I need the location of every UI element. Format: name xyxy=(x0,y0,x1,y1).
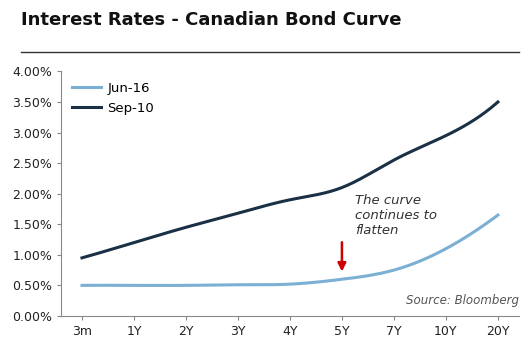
Jun-16 xyxy=(495,213,501,217)
Jun-16 xyxy=(161,283,167,288)
Line: Jun-16: Jun-16 xyxy=(82,215,498,286)
Text: The curve
continues to
flatten: The curve continues to flatten xyxy=(355,193,437,237)
Jun-16 xyxy=(328,278,334,283)
Jun-16 xyxy=(327,278,333,283)
Sep-10 xyxy=(456,127,462,131)
Jun-16 xyxy=(79,283,85,287)
Jun-16 xyxy=(457,238,463,243)
Legend: Jun-16, Sep-10: Jun-16, Sep-10 xyxy=(68,78,158,119)
Sep-10 xyxy=(325,190,331,194)
Sep-10 xyxy=(495,100,501,104)
Jun-16 xyxy=(431,253,437,257)
Text: Interest Rates - Canadian Bond Curve: Interest Rates - Canadian Bond Curve xyxy=(21,11,402,29)
Text: Source: Bloomberg: Source: Bloomberg xyxy=(406,294,519,307)
Jun-16 xyxy=(80,283,87,287)
Sep-10 xyxy=(79,256,85,260)
Sep-10 xyxy=(80,255,87,260)
Sep-10 xyxy=(327,190,333,194)
Sep-10 xyxy=(334,187,340,192)
Line: Sep-10: Sep-10 xyxy=(82,102,498,258)
Jun-16 xyxy=(335,278,341,282)
Sep-10 xyxy=(429,140,436,144)
